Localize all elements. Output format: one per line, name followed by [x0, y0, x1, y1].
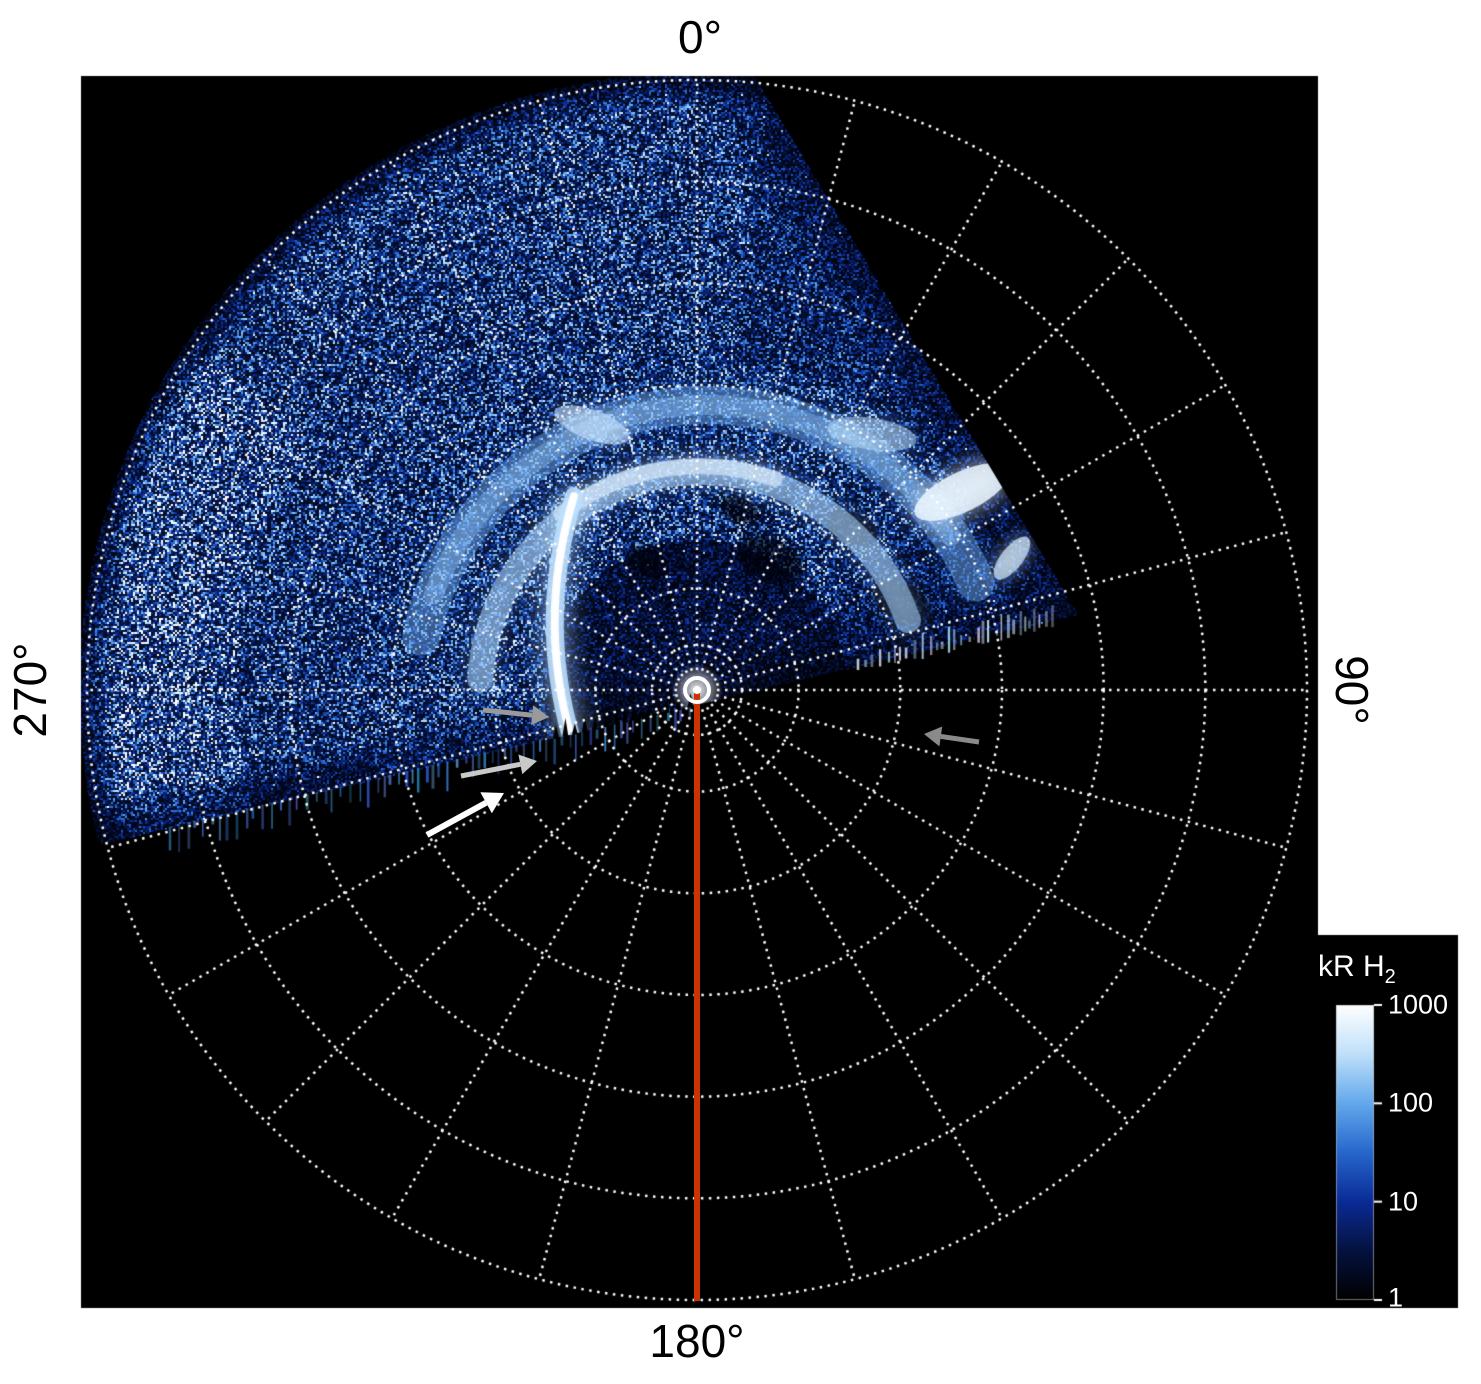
angle-label-90: 90°: [1329, 655, 1375, 725]
angle-label-180: 180°: [649, 1318, 744, 1364]
colorbar-tick-label-10: 10: [1388, 1187, 1418, 1218]
pole-marker-dot: [693, 686, 701, 694]
meridian-line-180: [694, 693, 700, 1301]
colorbar-tick-label-1: 1: [1388, 1283, 1403, 1314]
colorbar-title-subscript: 2: [1385, 966, 1396, 988]
colorbar-tick-label-1000: 1000: [1388, 990, 1448, 1021]
colorbar-title: kR H2: [1318, 950, 1396, 989]
angle-label-0: 0°: [678, 14, 722, 60]
aurora-polar-figure: 0° 90° 180° 270° kR H2 1000 100 10 1: [0, 0, 1481, 1384]
colorbar-tick-label-100: 100: [1388, 1088, 1433, 1119]
polar-aurora-plot-canvas: [0, 0, 1481, 1384]
pole-marker-circle: [683, 676, 711, 704]
colorbar-title-text: kR H: [1318, 950, 1385, 983]
angle-label-270: 270°: [7, 642, 53, 737]
